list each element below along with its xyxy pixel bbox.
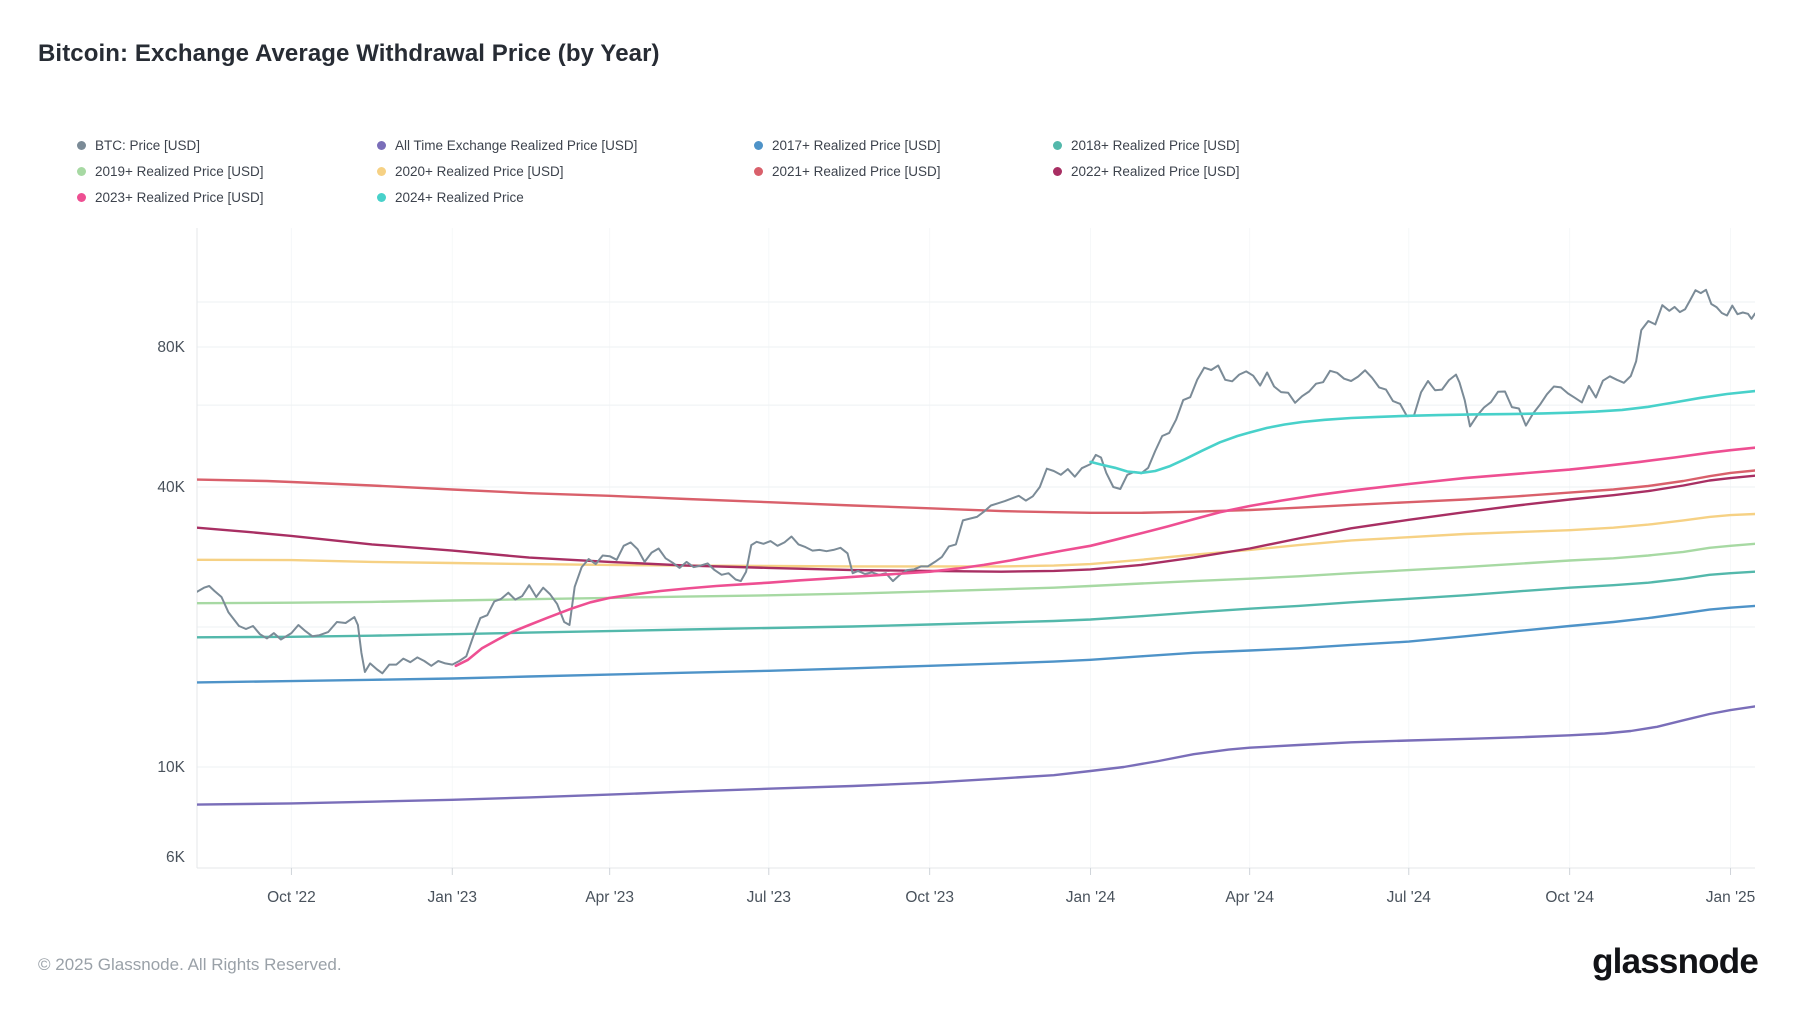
legend-dot-2020-realized [377, 166, 386, 176]
legend-item-2021-realized[interactable]: 2021+ Realized Price [USD] [754, 160, 940, 182]
x-tick-label: Jan '25 [1706, 889, 1756, 906]
series-line-2017-realized[interactable] [197, 604, 1755, 684]
series-line-2024-realized[interactable] [1089, 389, 1756, 475]
legend-label: 2018+ Realized Price [USD] [1071, 137, 1240, 153]
x-tick-label: Oct '23 [905, 889, 954, 906]
legend-label: BTC: Price [USD] [95, 137, 201, 153]
legend-dot-btc-price [77, 140, 86, 150]
legend-item-all-time-realized[interactable]: All Time Exchange Realized Price [USD] [377, 134, 637, 156]
legend-label: 2022+ Realized Price [USD] [1071, 163, 1240, 179]
x-tick-label: Jan '23 [428, 889, 478, 906]
x-tick-label: Oct '22 [267, 889, 316, 906]
x-tick-label: Jan '24 [1066, 889, 1116, 906]
x-tick-label: Oct '24 [1545, 889, 1594, 906]
glassnode-logo: glassnode [1592, 942, 1759, 981]
legend-item-2017-realized[interactable]: 2017+ Realized Price [USD] [754, 134, 940, 156]
x-tick-label: Jul '23 [747, 889, 791, 906]
series-line-2021-realized[interactable] [197, 469, 1755, 514]
y-tick-label: 40K [157, 479, 185, 496]
copyright-text: © 2025 Glassnode. All Rights Reserved. [38, 955, 342, 974]
legend-dot-2019-realized [77, 166, 86, 176]
x-tick-label: Apr '23 [585, 889, 634, 906]
y-tick-label: 10K [157, 759, 185, 776]
legend-dot-2022-realized [1053, 166, 1062, 176]
legend-label: 2017+ Realized Price [USD] [772, 137, 941, 153]
series-line-2020-realized[interactable] [197, 512, 1755, 568]
legend-dot-2023-realized [77, 192, 86, 202]
legend-label: 2019+ Realized Price [USD] [95, 163, 264, 179]
series-line-2018-realized[interactable] [197, 570, 1755, 639]
legend-dot-2017-realized [754, 140, 763, 150]
y-tick-label: 6K [166, 849, 186, 866]
page-title: Bitcoin: Exchange Average Withdrawal Pri… [38, 40, 660, 67]
legend-label: 2021+ Realized Price [USD] [772, 163, 941, 179]
legend-item-2018-realized[interactable]: 2018+ Realized Price [USD] [1053, 134, 1239, 156]
y-tick-label: 80K [157, 339, 185, 356]
legend-item-btc-price[interactable]: BTC: Price [USD] [77, 134, 200, 156]
legend-dot-2018-realized [1053, 140, 1062, 150]
series-line-2022-realized[interactable] [197, 474, 1755, 573]
legend-item-2022-realized[interactable]: 2022+ Realized Price [USD] [1053, 160, 1239, 182]
series-line-2023-realized[interactable] [454, 446, 1755, 668]
legend-dot-2021-realized [754, 166, 763, 176]
x-tick-label: Apr '24 [1225, 889, 1274, 906]
legend-label: 2020+ Realized Price [USD] [395, 163, 564, 179]
series-line-all-time-realized[interactable] [197, 705, 1755, 806]
legend-item-2024-realized[interactable]: 2024+ Realized Price [377, 186, 524, 208]
legend-dot-2024-realized [377, 192, 386, 202]
legend-label: 2023+ Realized Price [USD] [95, 189, 264, 205]
series-line-2019-realized[interactable] [197, 542, 1755, 605]
legend-label: All Time Exchange Realized Price [USD] [395, 137, 638, 153]
legend-label: 2024+ Realized Price [395, 189, 524, 205]
legend-item-2020-realized[interactable]: 2020+ Realized Price [USD] [377, 160, 563, 182]
legend-dot-all-time-realized [377, 140, 386, 150]
x-tick-label: Jul '24 [1387, 889, 1432, 906]
legend-item-2023-realized[interactable]: 2023+ Realized Price [USD] [77, 186, 263, 208]
legend-item-2019-realized[interactable]: 2019+ Realized Price [USD] [77, 160, 263, 182]
